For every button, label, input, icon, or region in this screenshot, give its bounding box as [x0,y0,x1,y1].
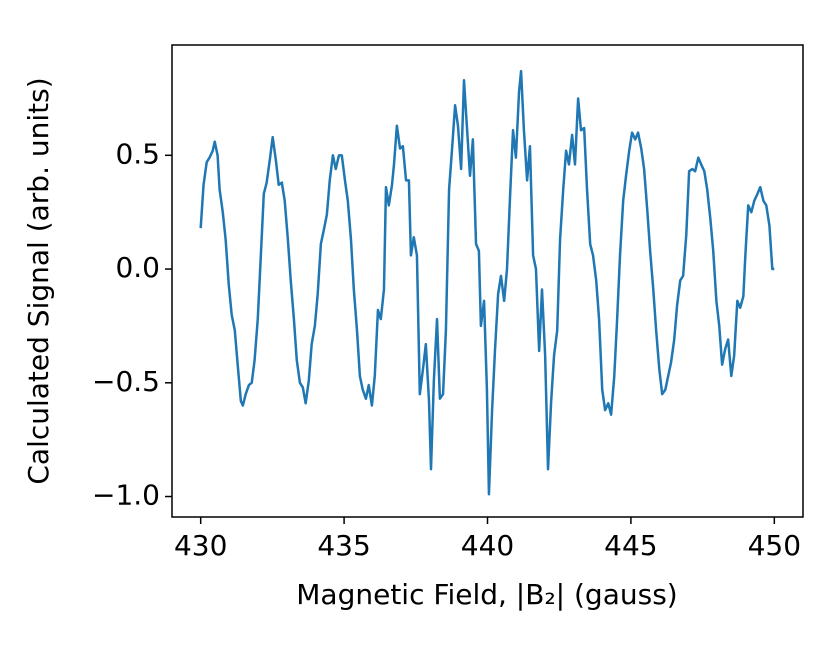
x-tick-label: 430 [174,529,227,562]
plot-frame [171,44,804,518]
x-tick-label: 435 [317,529,370,562]
x-tick-label: 450 [748,529,801,562]
y-tick-label: −0.5 [92,365,160,398]
y-axis-label: Calculated Signal (arb. units) [22,77,55,484]
data-line [199,69,775,496]
y-tick-label: 0.5 [115,137,160,170]
y-tick-label: 0.0 [115,251,160,284]
x-axis-label: Magnetic Field, |B₂| (gauss) [296,578,677,611]
x-tick-label: 445 [604,529,657,562]
y-tick-label: −1.0 [92,479,160,512]
x-tick-label: 440 [461,529,514,562]
